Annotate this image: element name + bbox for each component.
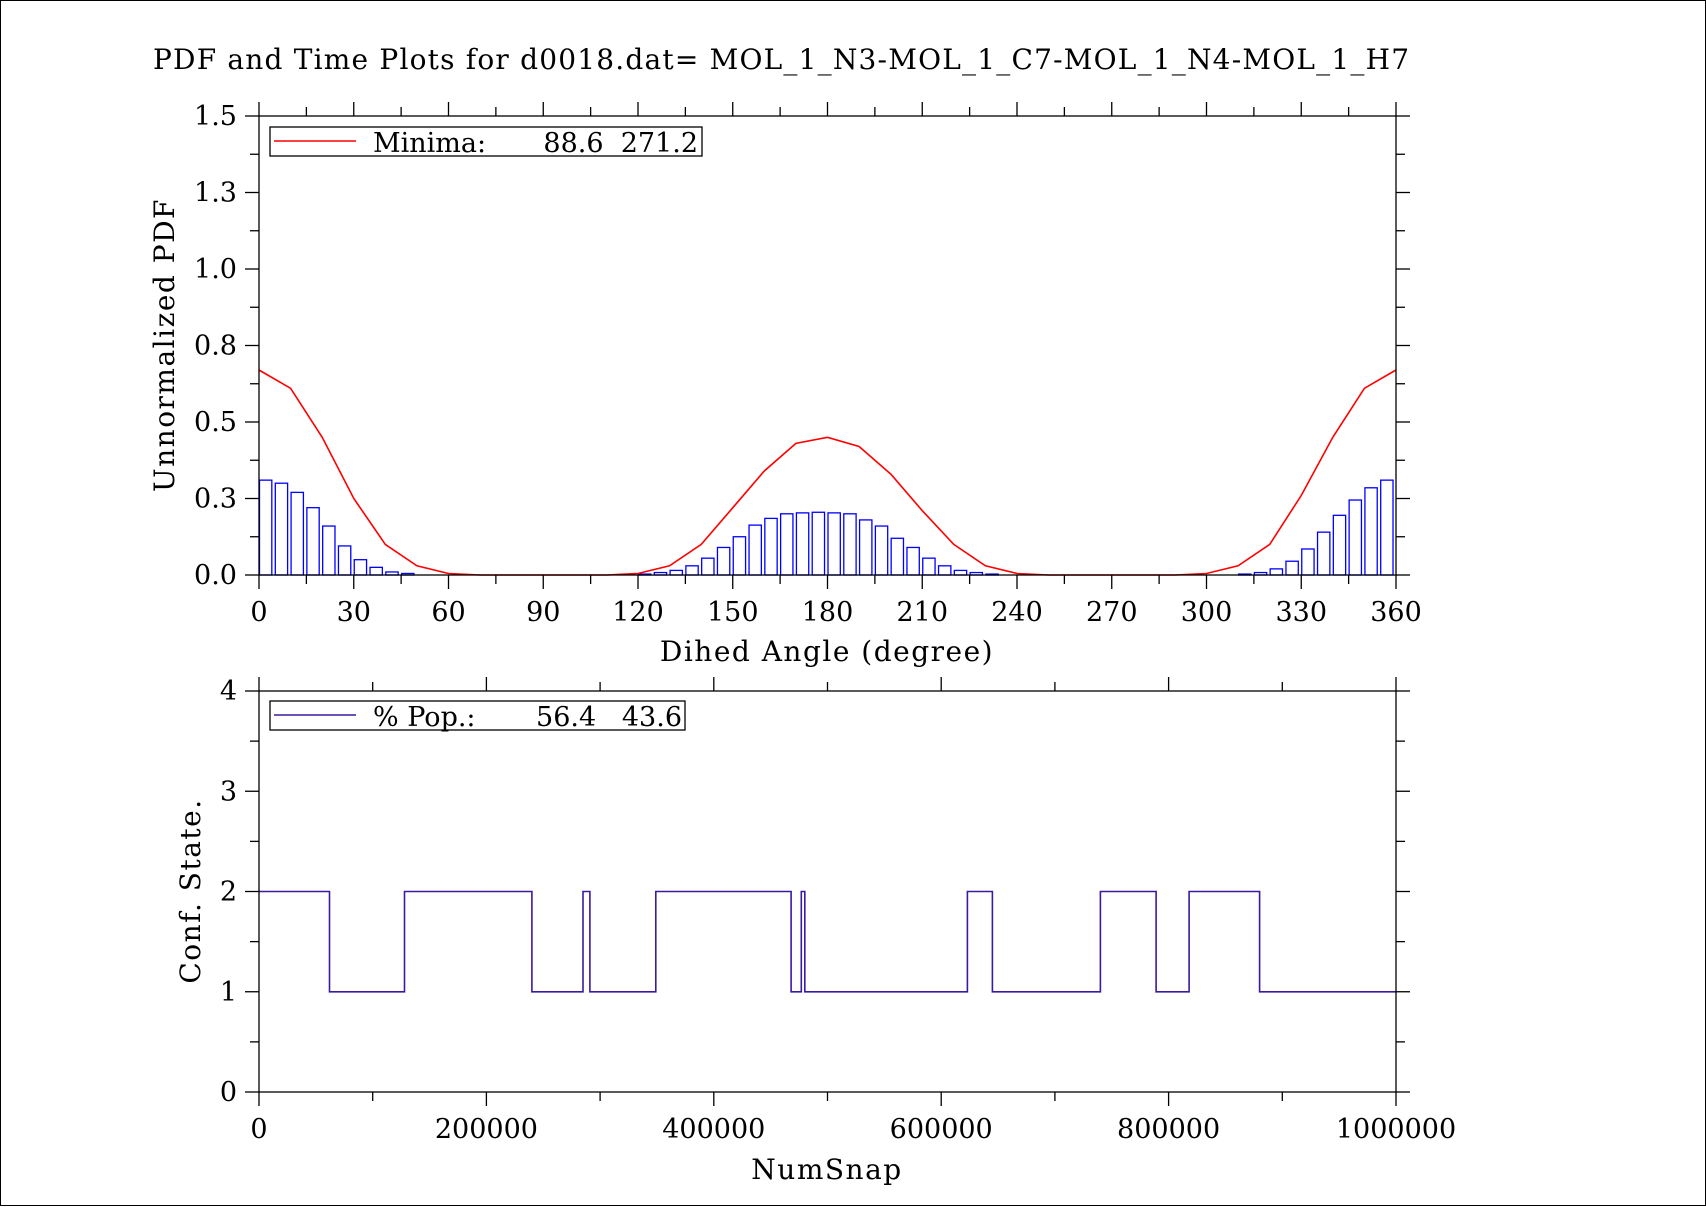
histogram-bar [685, 565, 699, 576]
pdf-y-tick-label: 0.0 [194, 560, 237, 591]
histogram-bar [701, 557, 715, 576]
pdf-x-tick-label: 60 [431, 597, 465, 628]
pdf-y-tick-label: 1.3 [194, 178, 237, 209]
pdf-y-tick-label: 0.5 [194, 407, 237, 438]
histogram-bar [858, 519, 873, 576]
histogram-bar [337, 545, 352, 576]
histogram-bar [779, 513, 794, 576]
histogram-bar [922, 557, 936, 576]
histogram-bars [258, 479, 1394, 576]
histogram-bar [1380, 479, 1394, 576]
histogram-bar [369, 566, 384, 576]
state-y-tick-label: 1 [220, 977, 237, 1008]
histogram-bar [274, 482, 289, 576]
histogram-bar [1364, 487, 1378, 576]
pdf-y-axis-label: Unnormalized PDF [148, 198, 181, 492]
pdf-x-tick-label: 90 [526, 597, 560, 628]
pdf-x-tick-label: 240 [991, 597, 1043, 628]
pdf-x-tick-label: 270 [1086, 597, 1138, 628]
histogram-bar [322, 525, 336, 576]
state-x-tick-label: 600000 [890, 1114, 993, 1145]
state-x-tick-label: 800000 [1117, 1114, 1220, 1145]
pdf-x-tick-label: 210 [896, 597, 948, 628]
histogram-bar [906, 546, 920, 576]
histogram-bar [290, 491, 305, 576]
histogram-bar [795, 512, 810, 576]
pdf-x-tick-label: 300 [1181, 597, 1233, 628]
state-legend: % Pop.: 56.4 43.6 [269, 700, 686, 733]
histogram-bar [306, 507, 320, 576]
pdf-x-tick-label: 330 [1275, 597, 1327, 628]
state-y-tick-label: 4 [220, 676, 237, 707]
histogram-bar [843, 513, 857, 576]
state-x-tick-label: 400000 [662, 1114, 765, 1145]
histogram-bar [811, 511, 826, 576]
histogram-bar [937, 565, 952, 576]
pdf-panel: 0 30 60 90 120 150 180 210 240 270 300 330 360 0.0 0.3… [148, 101, 1422, 668]
pdf-x-tick-label: 120 [612, 597, 664, 628]
pdf-x-tick-label: 360 [1370, 597, 1422, 628]
state-axes: 0 200000 400000 600000 800000 1000000 0 1 2 3 4 [220, 676, 1456, 1145]
state-y-tick-label: 0 [220, 1077, 237, 1108]
pdf-curve [258, 369, 1397, 576]
pdf-legend-values: 88.6 271.2 [543, 128, 698, 159]
histogram-bar [748, 524, 763, 576]
histogram-bar [353, 559, 368, 576]
pdf-x-tick-label: 30 [337, 597, 371, 628]
pdf-plot-frame [258, 115, 1397, 576]
pdf-x-axis-label: Dihed Angle (degree) [660, 635, 994, 668]
pdf-x-tick-label: 0 [250, 597, 267, 628]
histogram-bar [1269, 568, 1284, 576]
pdf-y-tick-label: 0.3 [194, 484, 237, 515]
state-x-tick-label: 1000000 [1336, 1114, 1456, 1145]
histogram-bar [764, 517, 778, 576]
histogram-bar [874, 525, 889, 576]
pdf-x-tick-label: 180 [802, 597, 854, 628]
pdf-legend: Minima: 88.6 271.2 [269, 126, 703, 159]
pdf-axes: 0 30 60 90 120 150 180 210 240 270 300 330 360 0.0 0.3… [194, 101, 1422, 628]
state-x-tick-label: 200000 [435, 1114, 538, 1145]
histogram-bar [1285, 560, 1299, 576]
state-plot-frame [258, 690, 1397, 1093]
histogram-bar [890, 537, 905, 576]
state-legend-label: % Pop.: [373, 702, 476, 733]
pdf-x-tick-label: 150 [707, 597, 759, 628]
state-panel: 0 200000 400000 600000 800000 1000000 0 1 2 3 4 % … [174, 676, 1456, 1186]
histogram-bar [827, 512, 841, 576]
state-series-line [259, 890, 1396, 993]
pdf-y-tick-label: 1.0 [194, 254, 237, 285]
figure-title: PDF and Time Plots for d0018.dat= MOL_1_… [153, 43, 1410, 76]
histogram-bar [953, 569, 968, 576]
state-y-axis-label: Conf. State. [174, 798, 207, 983]
state-y-tick-label: 3 [220, 776, 237, 807]
histogram-bar [1316, 531, 1331, 576]
state-y-tick-label: 2 [220, 877, 237, 908]
pdf-legend-label: Minima: [373, 128, 486, 159]
histogram-bar [1348, 499, 1363, 576]
state-x-axis-label: NumSnap [751, 1153, 902, 1186]
pdf-y-tick-label: 1.5 [194, 101, 237, 132]
histogram-bar [1332, 514, 1347, 576]
histogram-bar [669, 569, 684, 576]
state-x-tick-label: 0 [250, 1114, 267, 1145]
histogram-bar [258, 479, 273, 576]
histogram-bar [1301, 548, 1315, 576]
histogram-bar [716, 546, 731, 576]
pdf-y-tick-label: 0.8 [194, 331, 237, 362]
histogram-bar [732, 536, 747, 576]
state-legend-values: 56.4 43.6 [536, 702, 682, 733]
